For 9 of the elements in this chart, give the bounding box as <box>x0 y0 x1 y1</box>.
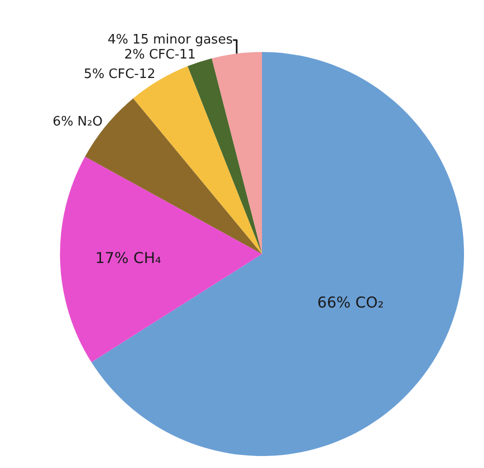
slice-label: 6% N₂O <box>52 114 103 130</box>
slice-label: 2% CFC-11 <box>124 48 196 63</box>
slice-label: 17% CH₄ <box>95 249 162 268</box>
slice-label: 4% 15 minor gases <box>108 32 233 48</box>
pie-slice <box>188 58 262 254</box>
slice-label: 5% CFC-12 <box>84 67 156 82</box>
slice-label: 66% CO₂ <box>317 294 384 312</box>
pie-slice <box>212 52 262 254</box>
pie-slice <box>60 156 262 362</box>
